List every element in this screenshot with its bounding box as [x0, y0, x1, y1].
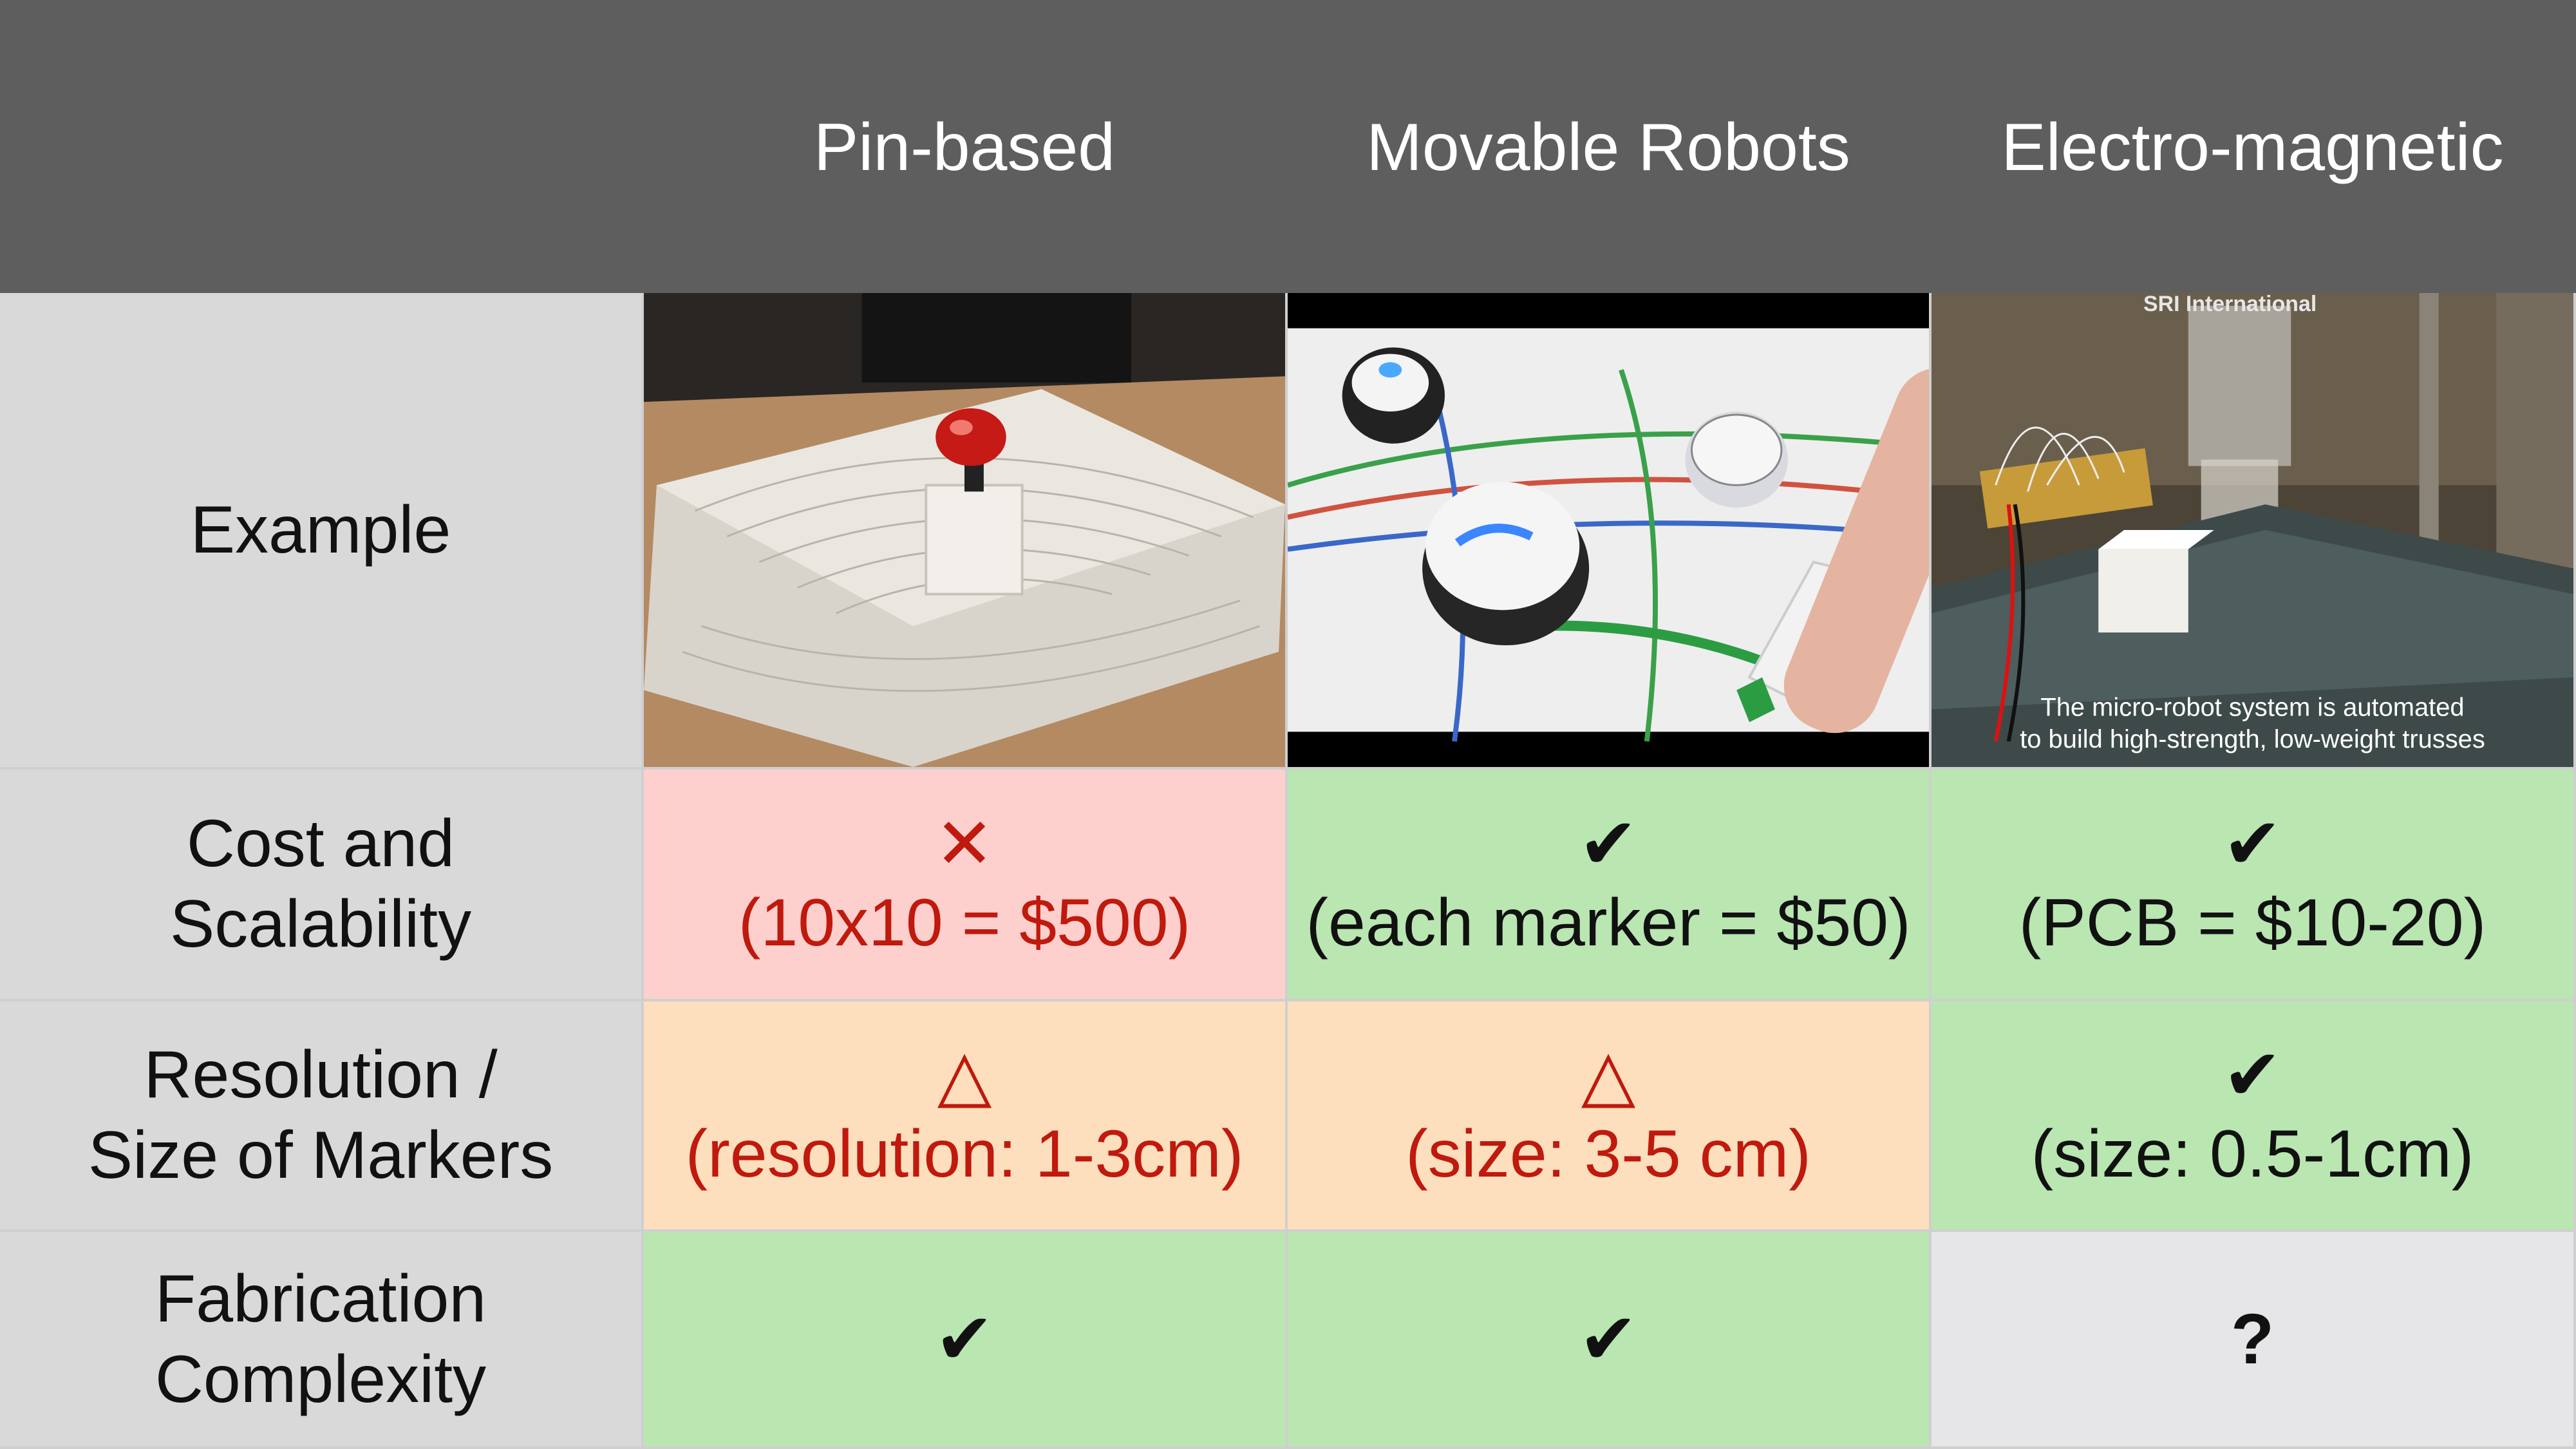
- resolution-pin-based: △ (resolution: 1-3cm): [644, 1001, 1288, 1232]
- cost-value: (PCB = $10-20): [2018, 886, 2487, 961]
- cost-value: (each marker = $50): [1306, 886, 1911, 961]
- fabrication-pin-based: ✔: [644, 1232, 1288, 1449]
- header-label: Pin-based: [813, 110, 1116, 185]
- row-label-line: Cost and: [186, 806, 455, 882]
- header-electro-magnetic: Electro-magnetic: [1932, 0, 2576, 293]
- cost-movable-robots: ✔ (each marker = $50): [1288, 770, 1932, 1001]
- resolution-value: (resolution: 1-3cm): [685, 1117, 1244, 1192]
- photo-caption-line-2: to build high-strength, low-weight truss…: [2020, 725, 2485, 753]
- resolution-electro-magnetic: ✔ (size: 0.5-1cm): [1932, 1001, 2576, 1232]
- triangle-icon: △: [937, 1036, 992, 1115]
- photo-caption-line-1: The micro-robot system is automated: [2040, 693, 2464, 721]
- row-label-fabrication: Fabrication Complexity: [0, 1232, 644, 1449]
- row-label-cost: Cost and Scalability: [0, 770, 644, 1001]
- pin-display-image: [644, 293, 1285, 767]
- header-label: Movable Robots: [1366, 110, 1850, 185]
- movable-robots-photo: [1288, 293, 1932, 770]
- cross-icon: ✕: [934, 804, 995, 884]
- fabrication-electro-magnetic: ?: [1932, 1232, 2576, 1449]
- checkmark-icon: ✔: [1578, 1300, 1639, 1379]
- micro-robot-image: SRI International The micro-robot system…: [1932, 293, 2573, 767]
- row-label-line: Size of Markers: [88, 1118, 554, 1193]
- row-label-example: Example: [0, 293, 644, 770]
- triangle-icon: △: [1581, 1036, 1636, 1115]
- header-corner: [0, 0, 644, 293]
- question-mark-icon: ?: [2230, 1300, 2275, 1379]
- row-label-line: Scalability: [169, 887, 472, 961]
- fabrication-movable-robots: ✔: [1288, 1232, 1932, 1449]
- pin-based-photo: [644, 293, 1288, 770]
- header-pin-based: Pin-based: [644, 0, 1288, 293]
- checkmark-icon: ✔: [934, 1300, 995, 1379]
- row-label-line: Fabrication: [155, 1261, 487, 1336]
- header-label: Electro-magnetic: [2001, 110, 2504, 185]
- resolution-value: (size: 0.5-1cm): [2031, 1117, 2474, 1192]
- checkmark-icon: ✔: [2223, 1036, 2282, 1115]
- checkmark-icon: ✔: [1578, 804, 1639, 884]
- resolution-value: (size: 3-5 cm): [1406, 1117, 1811, 1192]
- row-label-resolution: Resolution / Size of Markers: [0, 1001, 644, 1232]
- cost-electro-magnetic: ✔ (PCB = $10-20): [1932, 770, 2576, 1001]
- row-label-text: Example: [190, 492, 451, 567]
- row-label-line: Complexity: [155, 1341, 487, 1417]
- header-movable-robots: Movable Robots: [1288, 0, 1932, 293]
- resolution-movable-robots: △ (size: 3-5 cm): [1288, 1001, 1932, 1232]
- robots-image: [1288, 293, 1929, 767]
- electro-magnetic-photo: SRI International The micro-robot system…: [1932, 293, 2576, 770]
- row-label-line: Resolution /: [144, 1037, 498, 1113]
- checkmark-icon: ✔: [2223, 804, 2282, 884]
- cost-value: (10x10 = $500): [738, 886, 1191, 961]
- cost-pin-based: ✕ (10x10 = $500): [644, 770, 1288, 1001]
- sri-watermark: SRI International: [2143, 293, 2317, 316]
